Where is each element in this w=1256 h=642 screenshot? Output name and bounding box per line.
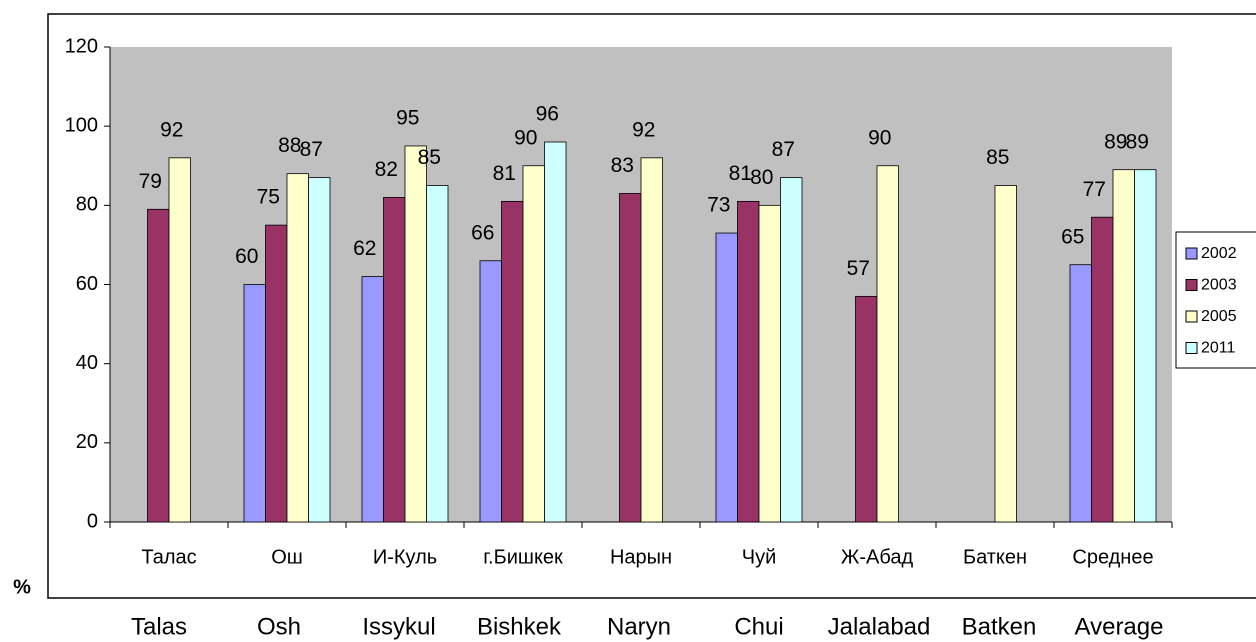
data-label: 60 — [235, 245, 258, 268]
bar — [361, 276, 384, 523]
data-label: 89 — [1126, 130, 1149, 153]
bar — [383, 197, 406, 523]
x-tick-label: Ош — [271, 546, 303, 568]
bar — [1069, 264, 1092, 523]
data-label: 88 — [278, 134, 301, 157]
data-label: 85 — [418, 146, 441, 169]
data-label: 77 — [1083, 178, 1106, 201]
x-tick-label: Чуй — [742, 546, 777, 568]
data-label: 92 — [632, 118, 655, 141]
bar — [147, 208, 170, 523]
bar — [404, 145, 427, 523]
y-axis-label: % — [13, 576, 31, 598]
y-tick-label: 120 — [65, 35, 98, 57]
legend-label: 2011 — [1201, 340, 1236, 357]
data-label: 79 — [139, 170, 162, 193]
x-tick-label-en: Talas — [131, 613, 187, 640]
x-tick-label-en: Issykul — [362, 613, 435, 640]
y-tick-label: 60 — [76, 273, 98, 295]
x-tick-label-en: Osh — [257, 613, 301, 640]
y-tick-label: 0 — [87, 510, 98, 532]
data-label: 95 — [396, 107, 419, 130]
data-label: 87 — [772, 138, 795, 161]
bar — [1112, 169, 1135, 523]
x-tick-label: Баткен — [963, 546, 1027, 568]
bar — [522, 165, 545, 523]
data-label: 87 — [300, 138, 323, 161]
y-tick-label: 40 — [76, 352, 98, 374]
data-label: 80 — [750, 166, 773, 189]
x-tick-label: Талас — [141, 546, 196, 568]
bar — [544, 141, 567, 523]
data-label: 92 — [160, 118, 183, 141]
bar — [780, 177, 803, 523]
x-tick-label: Нарын — [610, 546, 672, 568]
data-label: 81 — [493, 162, 516, 185]
bar — [243, 284, 266, 523]
y-tick-label: 80 — [76, 194, 98, 216]
data-label: 90 — [514, 126, 537, 149]
x-tick-label-en: Jalalabad — [828, 613, 931, 640]
bar — [286, 173, 309, 523]
data-label: 75 — [257, 186, 280, 209]
bar — [265, 224, 288, 523]
y-tick-label: 100 — [65, 114, 98, 136]
legend-swatch — [1185, 310, 1198, 323]
x-tick-label-en: Chui — [734, 613, 783, 640]
bar — [737, 200, 760, 523]
legend-label: 2002 — [1201, 245, 1237, 262]
data-label: 89 — [1104, 130, 1127, 153]
bar — [168, 157, 191, 523]
data-label: 83 — [611, 154, 634, 177]
bar — [479, 260, 502, 523]
y-tick-label: 20 — [76, 431, 98, 453]
bar — [1091, 216, 1114, 523]
bar — [501, 200, 524, 523]
bar — [715, 232, 738, 523]
legend-label: 2003 — [1201, 277, 1237, 294]
data-label: 81 — [729, 162, 752, 185]
x-tick-label: Среднее — [1072, 546, 1153, 568]
x-tick-label-en: Batken — [962, 613, 1037, 640]
bar — [308, 177, 331, 523]
legend-swatch — [1185, 279, 1198, 291]
data-label: 57 — [847, 257, 870, 280]
x-tick-label: г.Бишкек — [483, 546, 563, 568]
bar — [426, 185, 449, 523]
bar — [1134, 169, 1157, 523]
bar — [855, 295, 878, 523]
bar — [876, 165, 899, 523]
data-label: 62 — [353, 237, 376, 260]
data-label: 66 — [471, 221, 494, 244]
bar — [994, 185, 1017, 523]
legend-label: 2005 — [1201, 308, 1237, 325]
data-label: 82 — [375, 158, 398, 181]
bar — [758, 204, 781, 523]
x-tick-label-en: Average — [1075, 613, 1164, 640]
data-label: 96 — [536, 103, 559, 126]
data-label: 85 — [986, 146, 1009, 169]
legend-swatch — [1185, 247, 1198, 260]
x-tick-label-en: Bishkek — [477, 613, 562, 640]
legend-swatch — [1185, 342, 1198, 354]
data-label: 90 — [868, 126, 891, 149]
data-label: 65 — [1061, 225, 1084, 248]
bar — [619, 193, 642, 523]
bar — [640, 157, 663, 523]
x-tick-label-en: Naryn — [607, 613, 671, 640]
x-tick-label: И-Куль — [373, 546, 437, 568]
x-tick-label: Ж-Абад — [841, 546, 914, 568]
data-label: 73 — [707, 194, 730, 217]
